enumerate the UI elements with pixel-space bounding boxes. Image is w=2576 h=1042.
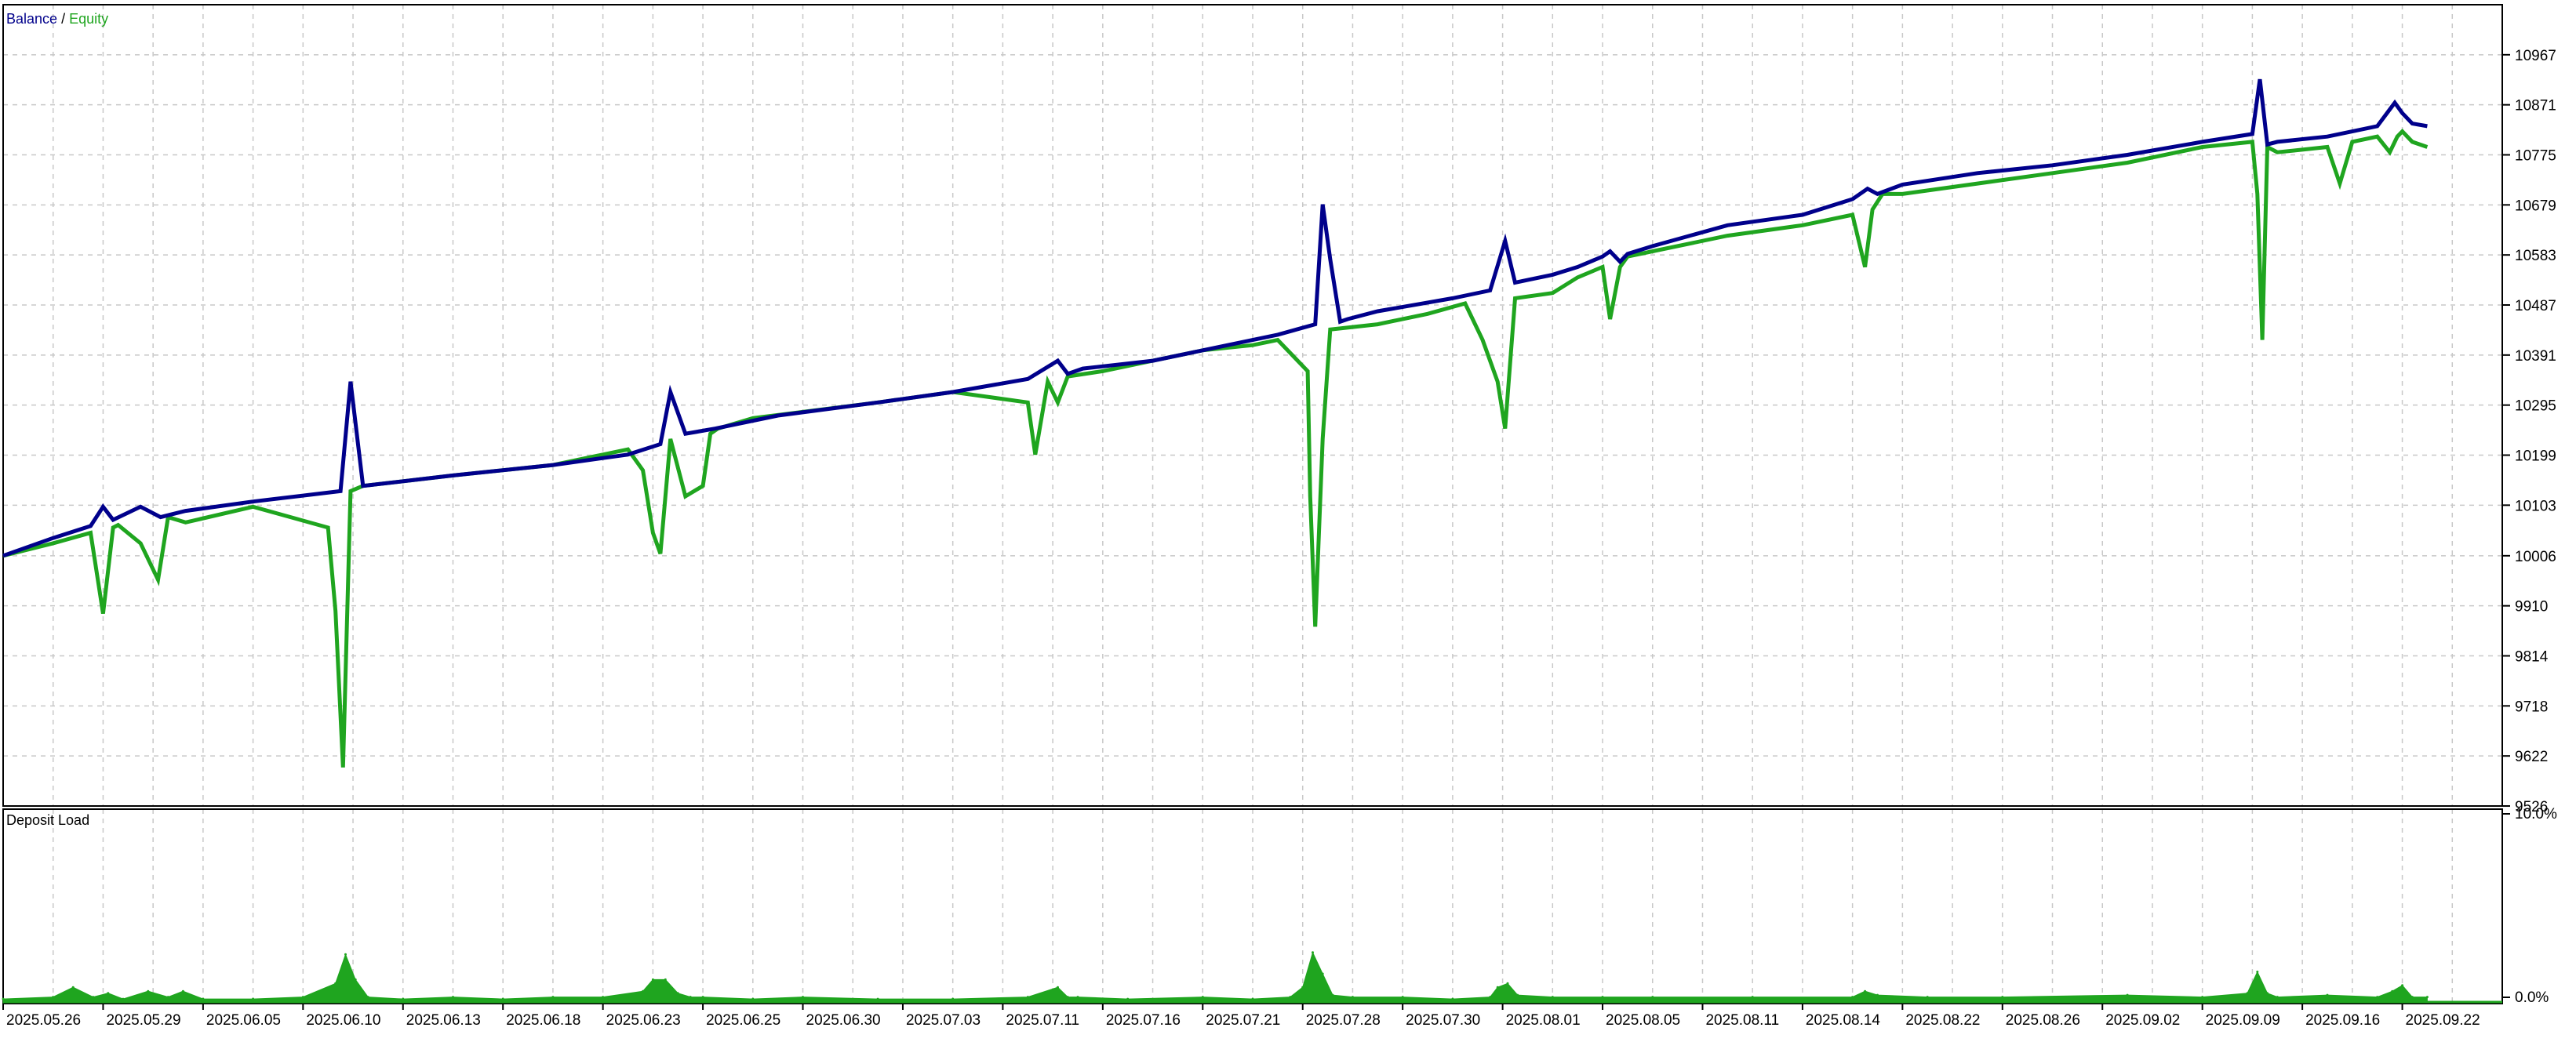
- x-tick-label: 2025.06.23: [606, 1012, 681, 1029]
- legend: Balance / Equity: [6, 11, 108, 27]
- y-tick-label: 10487: [2515, 298, 2556, 314]
- y-tick-label: 9910: [2515, 599, 2548, 615]
- x-tick-label: 2025.08.14: [1806, 1012, 1881, 1029]
- x-tick-label: 2025.06.25: [706, 1012, 780, 1029]
- lower-y-axis: 10.0% 0.0%: [2502, 806, 2557, 1006]
- x-tick-label: 2025.07.28: [1306, 1012, 1381, 1029]
- y-tick-label: 10006: [2515, 549, 2556, 565]
- y-tick-label: 10103: [2515, 498, 2556, 514]
- x-tick-label: 2025.07.16: [1106, 1012, 1181, 1029]
- y-tick-label: 10199: [2515, 448, 2556, 465]
- x-tick-label: 2025.08.26: [2006, 1012, 2080, 1029]
- x-tick-label: 2025.06.13: [406, 1012, 481, 1029]
- deposit-load-title: Deposit Load: [6, 812, 89, 828]
- x-axis: 2025.05.26 2025.05.29 2025.06.05 2025.06.10…: [2, 1004, 2480, 1029]
- lower-grid: [52, 809, 2454, 1004]
- upper-grid: [3, 5, 2502, 807]
- lower-panel-frame: [2, 808, 2503, 1004]
- upper-y-axis: 9526 9622 9718 9814 9910 10006 10103 10199 10295…: [2502, 48, 2556, 815]
- deposit-load-area: [2, 951, 2428, 1004]
- x-tick-label: 2025.07.11: [1006, 1012, 1079, 1029]
- x-tick-label: 2025.08.11: [1705, 1012, 1779, 1029]
- x-tick-label: 2025.08.05: [1606, 1012, 1680, 1029]
- x-tick-label: 2025.06.05: [206, 1012, 281, 1029]
- x-tick-label: 2025.09.22: [2406, 1012, 2480, 1029]
- x-tick-label: 2025.06.18: [506, 1012, 580, 1029]
- x-tick-label: 2025.09.16: [2305, 1012, 2380, 1029]
- legend-balance: Balance: [6, 11, 57, 27]
- deposit-load-series: [2, 951, 2502, 1004]
- y-tick-label: 0.0%: [2515, 989, 2549, 1006]
- legend-equity: Equity: [69, 11, 108, 27]
- x-tick-label: 2025.08.01: [1506, 1012, 1581, 1029]
- x-tick-label: 2025.09.09: [2206, 1012, 2280, 1029]
- x-tick-label: 2025.06.30: [806, 1012, 881, 1029]
- y-tick-label: 10.0%: [2515, 806, 2557, 822]
- y-tick-label: 10967: [2515, 48, 2556, 64]
- y-tick-label: 9526: [2515, 799, 2548, 815]
- x-tick-label: 2025.07.30: [1406, 1012, 1480, 1029]
- x-tick-label: 2025.07.21: [1206, 1012, 1280, 1029]
- equity-series-line: [2, 128, 2429, 768]
- y-tick-label: 10871: [2515, 98, 2556, 114]
- x-tick-label: 2025.05.26: [6, 1012, 81, 1029]
- x-tick-label: 2025.07.03: [906, 1012, 981, 1029]
- x-tick-label: 2025.05.29: [106, 1012, 180, 1029]
- x-tick-label: 2025.08.22: [1905, 1012, 1980, 1029]
- y-tick-label: 9814: [2515, 648, 2549, 665]
- y-tick-label: 9622: [2515, 749, 2548, 765]
- legend-separator: /: [57, 11, 69, 27]
- x-tick-label: 2025.06.10: [306, 1012, 380, 1029]
- y-tick-label: 10583: [2515, 248, 2556, 264]
- y-tick-label: 10391: [2515, 348, 2556, 365]
- y-tick-label: 10679: [2515, 198, 2556, 214]
- x-tick-label: 2025.09.02: [2105, 1012, 2180, 1029]
- y-tick-label: 10295: [2515, 398, 2556, 415]
- y-tick-label: 9718: [2515, 699, 2548, 715]
- y-tick-label: 10775: [2515, 148, 2556, 165]
- balance-series-line: [2, 78, 2428, 558]
